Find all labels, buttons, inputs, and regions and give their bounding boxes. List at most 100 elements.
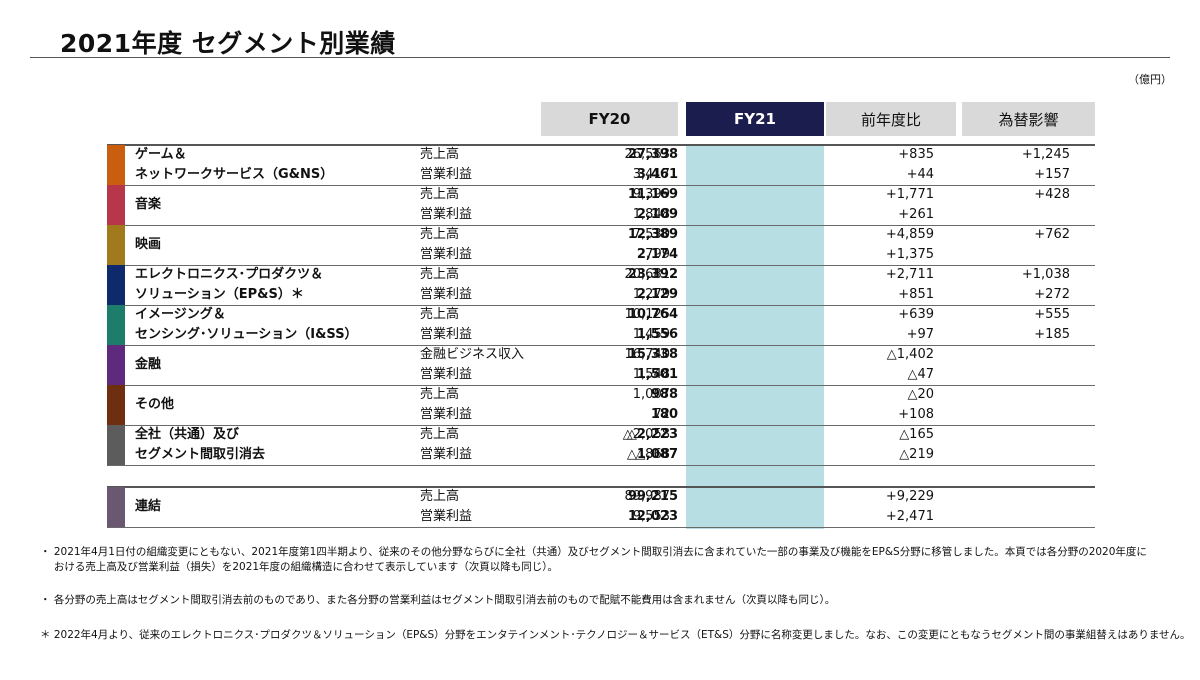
row-divider [107, 265, 1095, 266]
fy20-value: 89,987 [624, 489, 671, 504]
table-row: 営業利益 1,279 2,129 +851 +272 [0, 285, 1200, 305]
metric-label: 営業利益 [420, 407, 473, 422]
unit-label: （億円） [1128, 73, 1172, 86]
metric-label: 金融ビジネス収入 [420, 347, 525, 362]
segment-name-line-1: 音楽 [135, 197, 162, 212]
footnote-1-line-1: ・ 2021年4月1日付の組織変更にともない、2021年度第1四半期より、従来の… [40, 546, 1147, 558]
segment-name-line-1: 金融 [135, 357, 162, 372]
segment-name: ゲーム＆ ネットワークサービス（G&NS） [135, 145, 333, 185]
fx-value: +555 [1034, 307, 1070, 322]
metric-label: 売上高 [420, 427, 460, 442]
segment-block: 全社（共通）及び セグメント間取引消去 売上高 △2,058 △2,223 △165 営業利… [0, 425, 1200, 465]
yoy-value: △20 [907, 387, 934, 402]
row-divider [107, 345, 1095, 346]
table-row: 売上高 10,125 10,764 +639 +555 [0, 305, 1200, 325]
table-row: 売上高 1,007 988 △20 [0, 385, 1200, 405]
fx-value: +762 [1034, 227, 1070, 242]
segment-block: イメージング＆ センシング･ソリューション（I&SS） 売上高 10,125 10,76… [0, 305, 1200, 345]
fy20-value: △2,058 [622, 427, 670, 442]
fy20-value: 72 [653, 407, 670, 422]
metric-label: 売上高 [420, 227, 460, 242]
segment-name-line-1: ゲーム＆ [135, 147, 187, 162]
metric-label: 売上高 [420, 387, 460, 402]
segment-block: 映画 売上高 7,530 12,389 +4,859 +762 営業利益 799 2,174 +1… [0, 225, 1200, 265]
fy21-value: 1,556 [636, 327, 678, 342]
segment-name-line-2: ソリューション（EP&S）＊ [135, 287, 304, 302]
fx-value: +272 [1034, 287, 1070, 302]
segment-name: イメージング＆ センシング･ソリューション（I&SS） [135, 305, 358, 345]
segment-name-line-1: エレクトロニクス･プロダクツ＆ [135, 267, 324, 282]
yoy-value: +2,711 [885, 267, 934, 282]
metric-label: 営業利益 [420, 287, 473, 302]
fy21-value: 1,501 [636, 367, 678, 382]
fy20-value: 1,007 [632, 387, 670, 402]
header-yoy: 前年度比 [826, 102, 956, 136]
fx-value: +157 [1034, 167, 1070, 182]
segment-name-line-2: セグメント間取引消去 [135, 447, 266, 462]
fy21-value: 988 [650, 387, 678, 402]
fy20-value: 3,417 [632, 167, 670, 182]
yoy-value: +2,471 [885, 509, 934, 524]
table-row: 営業利益 1,459 1,556 +97 +185 [0, 325, 1200, 345]
fy20-value: △868 [635, 447, 670, 462]
fy21-value: 180 [650, 407, 678, 422]
table-row: 売上高 9,399 11,169 +1,771 +428 [0, 185, 1200, 205]
fy21-value: △2,223 [626, 427, 678, 442]
segment-block: その他 売上高 1,007 988 △20 営業利益 72 180 +108 [0, 385, 1200, 425]
table-row: 売上高 89,987 99,215 +9,229 [0, 487, 1200, 507]
metric-label: 営業利益 [420, 367, 473, 382]
header-fy20: FY20 [541, 102, 678, 136]
metric-label: 営業利益 [420, 247, 473, 262]
table-row: 金融ビジネス収入 16,740 15,338 △1,402 [0, 345, 1200, 365]
table-row: 営業利益 72 180 +108 [0, 405, 1200, 425]
fy21-value: 12,023 [627, 509, 678, 524]
fy20-value: 9,399 [632, 187, 670, 202]
row-divider [107, 486, 1095, 488]
segment-color-marker [107, 345, 125, 385]
segment-block: エレクトロニクス･プロダクツ＆ ソリューション（EP&S）＊ 売上高 20,681 23… [0, 265, 1200, 305]
row-divider [107, 465, 1095, 466]
fy21-value: 10,764 [627, 307, 678, 322]
fy21-value: 2,109 [636, 207, 678, 222]
row-divider [107, 225, 1095, 226]
fy21-value: 99,215 [627, 489, 678, 504]
table-row: 売上高 26,563 27,398 +835 +1,245 [0, 145, 1200, 165]
metric-label: 営業利益 [420, 327, 473, 342]
metric-label: 営業利益 [420, 447, 473, 462]
fx-value: +1,245 [1021, 147, 1070, 162]
header-fx: 為替影響 [962, 102, 1095, 136]
footnote-3: ＊ 2022年4月より、従来のエレクトロニクス･プロダクツ＆ソリューション（EP… [40, 629, 1191, 641]
yoy-value: +97 [906, 327, 934, 342]
yoy-value: +9,229 [885, 489, 934, 504]
segment-color-marker [107, 185, 125, 225]
segment-name-line-1: 連結 [135, 499, 162, 514]
row-divider [107, 144, 1095, 146]
segment-name: 連結 [135, 487, 161, 527]
segment-name-line-1: その他 [135, 397, 175, 412]
title-underline [30, 57, 1170, 58]
fy20-value: 10,125 [624, 307, 671, 322]
fy21-value: 2,129 [636, 287, 678, 302]
segment-name-line-2: ネットワークサービス（G&NS） [135, 167, 334, 182]
table-row: 営業利益 △868 △1,087 △219 [0, 445, 1200, 465]
fx-value: +428 [1034, 187, 1070, 202]
yoy-value: +835 [898, 147, 934, 162]
fy21-value: 2,174 [636, 247, 678, 262]
table-row: 営業利益 3,417 3,461 +44 +157 [0, 165, 1200, 185]
metric-label: 営業利益 [420, 509, 473, 524]
yoy-value: △47 [907, 367, 934, 382]
segment-block: ゲーム＆ ネットワークサービス（G&NS） 売上高 26,563 27,398 +835 +… [0, 145, 1200, 185]
table-row: 営業利益 1,848 2,109 +261 [0, 205, 1200, 225]
fx-value: +1,038 [1021, 267, 1070, 282]
footnote-1: ・ 2021年4月1日付の組織変更にともない、2021年度第1四半期より、従来の… [40, 545, 1147, 575]
fy21-value: 11,169 [627, 187, 678, 202]
row-divider [107, 425, 1095, 426]
fy21-value: 23,392 [627, 267, 678, 282]
segment-name-line-2: センシング･ソリューション（I&SS） [135, 327, 358, 342]
segment-color-marker [107, 145, 125, 185]
table-row: 営業利益 799 2,174 +1,375 [0, 245, 1200, 265]
segment-name: エレクトロニクス･プロダクツ＆ ソリューション（EP&S）＊ [135, 265, 323, 305]
header-fy21: FY21 [686, 102, 824, 136]
yoy-value: △219 [899, 447, 934, 462]
fy20-value: 1,848 [632, 207, 670, 222]
